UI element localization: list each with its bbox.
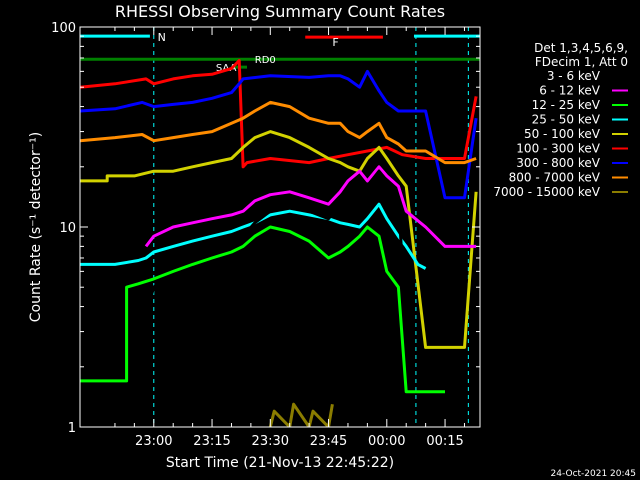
series-line-7	[80, 225, 445, 394]
series-line-2	[80, 100, 477, 165]
y-axis: 1 10 100	[51, 21, 480, 436]
legend-item-label: 50 - 100 keV	[524, 127, 601, 141]
y-tick-label: 1	[68, 421, 76, 436]
x-tick-label: 00:15	[426, 434, 463, 449]
legend-item-label: 6 - 12 keV	[539, 84, 601, 98]
legend-item-label: 800 - 7000 keV	[509, 171, 601, 185]
legend-item-label: 300 - 800 keV	[516, 156, 600, 170]
series-line-8	[268, 402, 334, 427]
x-tick-label: 00:00	[368, 434, 405, 449]
legend-item-label: 3 - 6 keV	[547, 69, 601, 83]
flare-flag-label: F	[332, 36, 338, 49]
series-line-3	[80, 130, 478, 349]
x-axis: 23:00 23:15 23:30 23:45 00:00 00:15	[114, 27, 465, 449]
series-line-6	[140, 169, 408, 332]
night-flag-label: N	[158, 31, 166, 44]
legend-item-label: 100 - 300 keV	[516, 142, 600, 156]
y-tick-label: 100	[51, 21, 76, 36]
series-line-4	[144, 165, 477, 248]
x-axis-label: Start Time (21-Nov-13 22:45:22)	[166, 455, 394, 471]
rd0-flag-label: RD0	[255, 55, 276, 66]
x-tick-label: 23:00	[135, 434, 172, 449]
series-line-1	[80, 69, 478, 200]
legend-item-label: 12 - 25 keV	[532, 98, 601, 112]
y-tick-label: 10	[59, 221, 76, 236]
legend-header-line: Det 1,3,4,5,6,9,	[534, 41, 628, 55]
x-tick-label: 23:15	[193, 434, 230, 449]
data-series	[80, 59, 478, 427]
legend-header-line: FDecim 1, Att 0	[535, 55, 628, 69]
grid-lines	[153, 27, 469, 427]
x-tick-label: 23:30	[252, 434, 289, 449]
legend-item-label: 25 - 50 keV	[532, 113, 601, 127]
footer-date: 24-Oct-2021 20:45	[551, 469, 636, 479]
chart-title: RHESSI Observing Summary Count Rates	[115, 2, 445, 21]
series-line-0	[80, 59, 478, 169]
legend-item-label: 7000 - 15000 keV	[493, 185, 600, 199]
series-line-5	[80, 202, 427, 270]
legend: Det 1,3,4,5,6,9,FDecim 1, Att 03 - 6 keV…	[493, 41, 628, 199]
x-tick-label: 23:45	[310, 434, 347, 449]
y-axis-label: Count Rate (s⁻¹ detector⁻¹)	[28, 132, 44, 322]
